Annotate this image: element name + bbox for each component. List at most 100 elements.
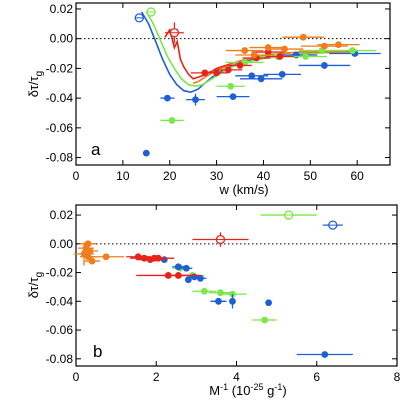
- blue-data-point: [322, 220, 343, 230]
- orange-data-point: [84, 257, 101, 265]
- y-tick-label: -0.04: [46, 91, 74, 105]
- filled-marker: [320, 62, 328, 69]
- x-tick-label: 2: [153, 370, 160, 384]
- filled-marker: [292, 51, 300, 59]
- panel-b-x-label-sup3: -1: [274, 382, 282, 392]
- x-tick-label: 0: [73, 169, 80, 183]
- y-tick-label: 0.02: [50, 2, 74, 16]
- filled-marker: [229, 297, 236, 305]
- panel-a-x-axis-title: w (km/s): [218, 182, 268, 197]
- blue-data-point: [298, 62, 351, 69]
- x-tick-label: 8: [394, 370, 400, 384]
- orange-data-point: [265, 45, 304, 53]
- panel-a-ticks: 0 10 20 30 40 50 60 0.02 0.00 -0.02 -0.04 -0.06 -0.0…: [46, 2, 390, 183]
- panel-a-frame: [75, 2, 391, 166]
- blue-data-point: [210, 297, 227, 305]
- red-data-point: [165, 22, 184, 44]
- panel-b-x-label-end: g: [264, 383, 275, 398]
- green-data-point: [260, 210, 317, 220]
- y-tick-label: -0.04: [46, 294, 74, 308]
- filled-marker: [321, 351, 329, 358]
- panel-b-x-axis-title: M-1 (10-25 g-1): [209, 382, 286, 398]
- green-data-point: [146, 7, 156, 17]
- green-data-point: [160, 117, 184, 124]
- filled-marker: [224, 66, 232, 74]
- filled-marker: [174, 272, 182, 279]
- y-tick-label: -0.02: [46, 266, 74, 280]
- green-data-point: [192, 287, 217, 295]
- filled-marker: [261, 316, 268, 324]
- filled-marker: [215, 297, 222, 305]
- blue-data-point: [194, 274, 207, 282]
- panel-b-y-axis-title-main: δτ/τ: [26, 276, 41, 298]
- x-tick-label: 10: [116, 169, 130, 183]
- panel-b-x-label-close: ): [282, 383, 286, 398]
- panel-a: 0 10 20 30 40 50 60 0.02 0.00 -0.02 -0.04 -0.06 -0.0…: [26, 2, 391, 197]
- filled-marker: [217, 289, 224, 297]
- y-tick-label: -0.06: [46, 323, 74, 337]
- filled-marker: [102, 253, 110, 261]
- y-tick-label: -0.02: [46, 61, 74, 75]
- orange-data-point: [88, 253, 125, 261]
- y-tick-label: 0.00: [50, 32, 74, 46]
- x-tick-label: 60: [351, 169, 365, 183]
- red-data-point: [204, 69, 229, 77]
- panel-b-y-axis-title-sub: g: [34, 272, 45, 278]
- x-tick-label: 50: [304, 169, 318, 183]
- panel-b: 0 2 4 6 8 0.02 0.00 -0.02 -0.04 -0.06 -0.08 b M-1 …: [26, 204, 400, 398]
- svg-text:δτ/τg: δτ/τg: [26, 71, 45, 98]
- filled-marker: [250, 51, 258, 59]
- panel-b-x-label-sup: -1: [220, 382, 228, 392]
- filled-marker: [302, 53, 310, 60]
- red-data-point: [228, 62, 252, 69]
- green-data-point: [216, 82, 245, 90]
- orange-model-curve: [192, 51, 358, 85]
- panel-b-ticks: 0 2 4 6 8 0.02 0.00 -0.02 -0.04 -0.06 -0.08: [46, 205, 400, 384]
- x-tick-label: 0: [73, 370, 80, 384]
- filled-marker: [88, 257, 96, 265]
- red-data-point: [142, 254, 175, 262]
- blue-data-point: [296, 351, 353, 358]
- blue-data-point: [263, 70, 301, 78]
- filled-marker: [229, 93, 237, 101]
- panel-b-frame: [75, 204, 398, 367]
- filled-marker: [192, 96, 199, 104]
- blue-data-point: [240, 75, 283, 83]
- filled-marker: [196, 274, 204, 282]
- filled-marker: [86, 247, 94, 255]
- blue-data-point: [184, 276, 192, 284]
- filled-marker: [190, 273, 198, 281]
- orange-data-point: [317, 41, 360, 49]
- filled-marker: [257, 75, 265, 83]
- svg-text:δτ/τg: δτ/τg: [26, 272, 45, 299]
- filled-marker: [168, 117, 176, 124]
- filled-marker: [142, 149, 150, 157]
- x-tick-label: 4: [233, 370, 240, 384]
- filled-marker: [281, 45, 288, 53]
- filled-marker: [163, 94, 171, 102]
- filled-marker: [184, 276, 192, 284]
- panel-b-x-label-main: M: [209, 383, 220, 398]
- panel-a-y-axis-title-main: δτ/τ: [26, 75, 41, 97]
- blue-data-point: [216, 93, 250, 101]
- filled-marker: [335, 41, 342, 49]
- blue-data-point: [180, 264, 193, 272]
- filled-marker: [201, 287, 208, 295]
- panel-a-y-axis-title-sub: g: [34, 71, 45, 77]
- panel-b-letter: b: [93, 342, 102, 361]
- y-tick-label: -0.06: [46, 121, 74, 135]
- filled-marker: [182, 264, 190, 272]
- green-data-point: [208, 289, 233, 297]
- x-tick-label: 6: [313, 370, 320, 384]
- panel-a-y-axis-title: δτ/τg: [26, 71, 45, 98]
- filled-marker: [248, 72, 256, 80]
- panel-b-data-points: [73, 210, 353, 358]
- green-data-point: [252, 316, 277, 324]
- filled-marker: [320, 42, 328, 50]
- x-tick-label: 20: [163, 169, 177, 183]
- blue-data-point: [160, 94, 175, 102]
- orange-data-point: [235, 51, 273, 59]
- filled-marker: [278, 70, 286, 78]
- panel-a-data-points: [134, 7, 381, 157]
